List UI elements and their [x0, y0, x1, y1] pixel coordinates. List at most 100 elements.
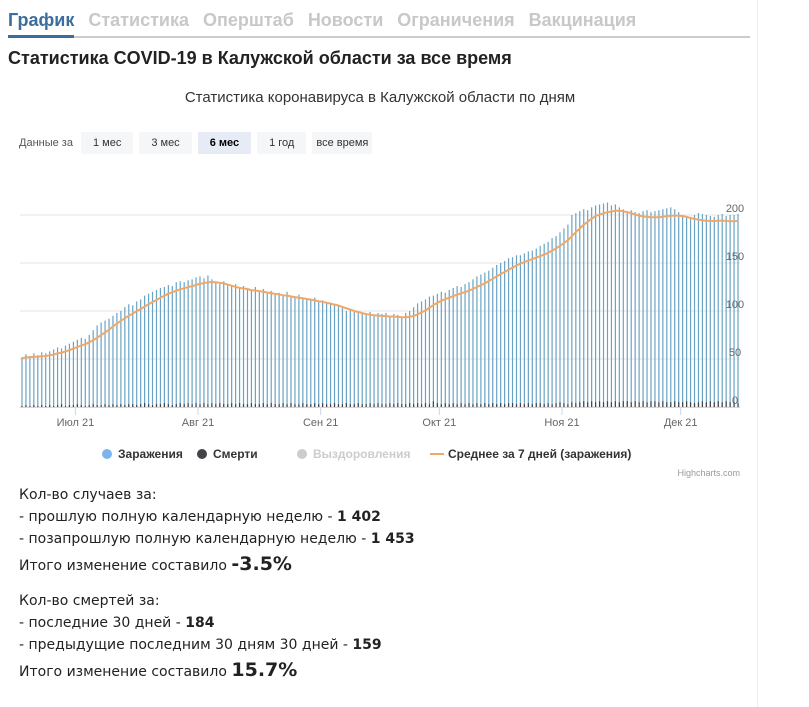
death-bar [310, 404, 312, 407]
death-bar [159, 404, 162, 407]
death-bar [353, 404, 355, 407]
case-bar [666, 208, 668, 407]
death-bar [120, 404, 122, 407]
case-bar [500, 263, 502, 407]
death-bar [136, 405, 138, 407]
case-bar [496, 264, 498, 407]
case-bar [179, 281, 181, 407]
case-bar [515, 255, 518, 407]
death-bar [678, 402, 680, 407]
case-bar [480, 274, 482, 407]
case-bar [112, 315, 114, 407]
case-bar [401, 316, 403, 407]
legend-dot-icon [297, 449, 307, 459]
death-bar [377, 403, 379, 407]
death-bar [598, 401, 601, 407]
case-bar [246, 287, 249, 407]
case-bar [373, 314, 375, 407]
case-bar [302, 297, 304, 407]
death-bar [207, 404, 209, 407]
covid-chart: 0 50 100 150 200 Июл 21 Авг 21 Сен 21 Окт 21 Ноя … [20, 202, 744, 478]
case-bar [511, 257, 514, 407]
death-bar [88, 405, 90, 407]
case-bar [725, 215, 727, 407]
case-bar [555, 236, 557, 407]
y-tick-label: 100 [726, 299, 744, 311]
death-bar [41, 405, 43, 407]
death-bar [500, 403, 502, 407]
case-bar [132, 305, 134, 407]
x-tick-label: Ноя 21 [544, 417, 579, 429]
chart-title: Статистика коронавируса в Калужской обла… [184, 89, 576, 106]
death-bar [140, 404, 142, 407]
case-bar [187, 280, 189, 407]
death-bar [397, 403, 399, 407]
death-bar [693, 403, 696, 407]
legend-dot-icon [197, 449, 207, 459]
case-bar [219, 284, 221, 407]
death-bar [413, 404, 415, 407]
death-bar [432, 401, 435, 407]
tab-graph[interactable]: График [8, 10, 75, 38]
death-bar [147, 404, 150, 407]
tab-hq[interactable]: Оперштаб [202, 10, 294, 30]
case-bar [397, 314, 399, 407]
legend-item[interactable]: Среднее за 7 дней (заражения) [448, 447, 631, 461]
death-bar [33, 405, 35, 407]
range-3m-button[interactable]: 3 мес [139, 132, 192, 154]
legend-item[interactable]: Смерти [213, 447, 258, 461]
case-bar [547, 241, 549, 407]
range-1m-button[interactable]: 1 мес [80, 132, 134, 154]
case-bar [618, 207, 620, 407]
death-bar [531, 404, 533, 407]
death-bar [235, 404, 237, 407]
death-bar [571, 402, 573, 407]
case-bar [37, 355, 39, 407]
case-bar [587, 210, 589, 407]
death-bar [108, 405, 110, 407]
highcharts-credit[interactable]: Highcharts.com [677, 468, 740, 478]
range-all-button[interactable]: все время [312, 132, 373, 154]
death-bar [191, 404, 193, 407]
tab-news[interactable]: Новости [307, 10, 384, 30]
death-bar [428, 404, 431, 407]
death-bar [298, 404, 300, 407]
legend-item[interactable]: Заражения [118, 447, 183, 461]
range-1y-button[interactable]: 1 год [257, 132, 307, 154]
case-bar [310, 299, 312, 407]
death-bar [100, 405, 102, 407]
case-bar [405, 312, 407, 407]
legend-item[interactable]: Выздоровления [313, 447, 410, 461]
death-bar [262, 403, 264, 407]
case-bar [211, 279, 213, 407]
tab-vaccination[interactable]: Вакцинация [528, 10, 637, 30]
case-bar [294, 296, 296, 407]
y-tick-label: 0 [732, 395, 738, 407]
case-bar [258, 290, 260, 407]
death-bar [579, 402, 581, 407]
case-bar [733, 215, 735, 407]
death-bar [151, 405, 154, 407]
tab-statistics[interactable]: Статистика [88, 10, 189, 30]
death-bar [357, 403, 359, 407]
death-bar [452, 403, 454, 407]
case-bar [551, 238, 553, 407]
case-bar [231, 286, 233, 407]
case-bar [662, 209, 664, 407]
tab-restrictions[interactable]: Ограничения [397, 10, 515, 30]
death-bar [420, 404, 423, 407]
case-bar [49, 351, 51, 407]
death-bar [563, 403, 565, 407]
case-bar [523, 253, 525, 407]
death-bar [666, 402, 668, 407]
range-6m-button[interactable]: 6 мес [197, 132, 252, 154]
death-bar [515, 404, 518, 407]
case-bar [56, 347, 59, 407]
death-bar [124, 405, 126, 407]
case-bar [484, 272, 486, 407]
case-bar [357, 311, 359, 407]
death-bar [294, 404, 296, 407]
death-bar [242, 404, 245, 407]
death-bar [456, 404, 458, 407]
death-bar [519, 403, 522, 407]
